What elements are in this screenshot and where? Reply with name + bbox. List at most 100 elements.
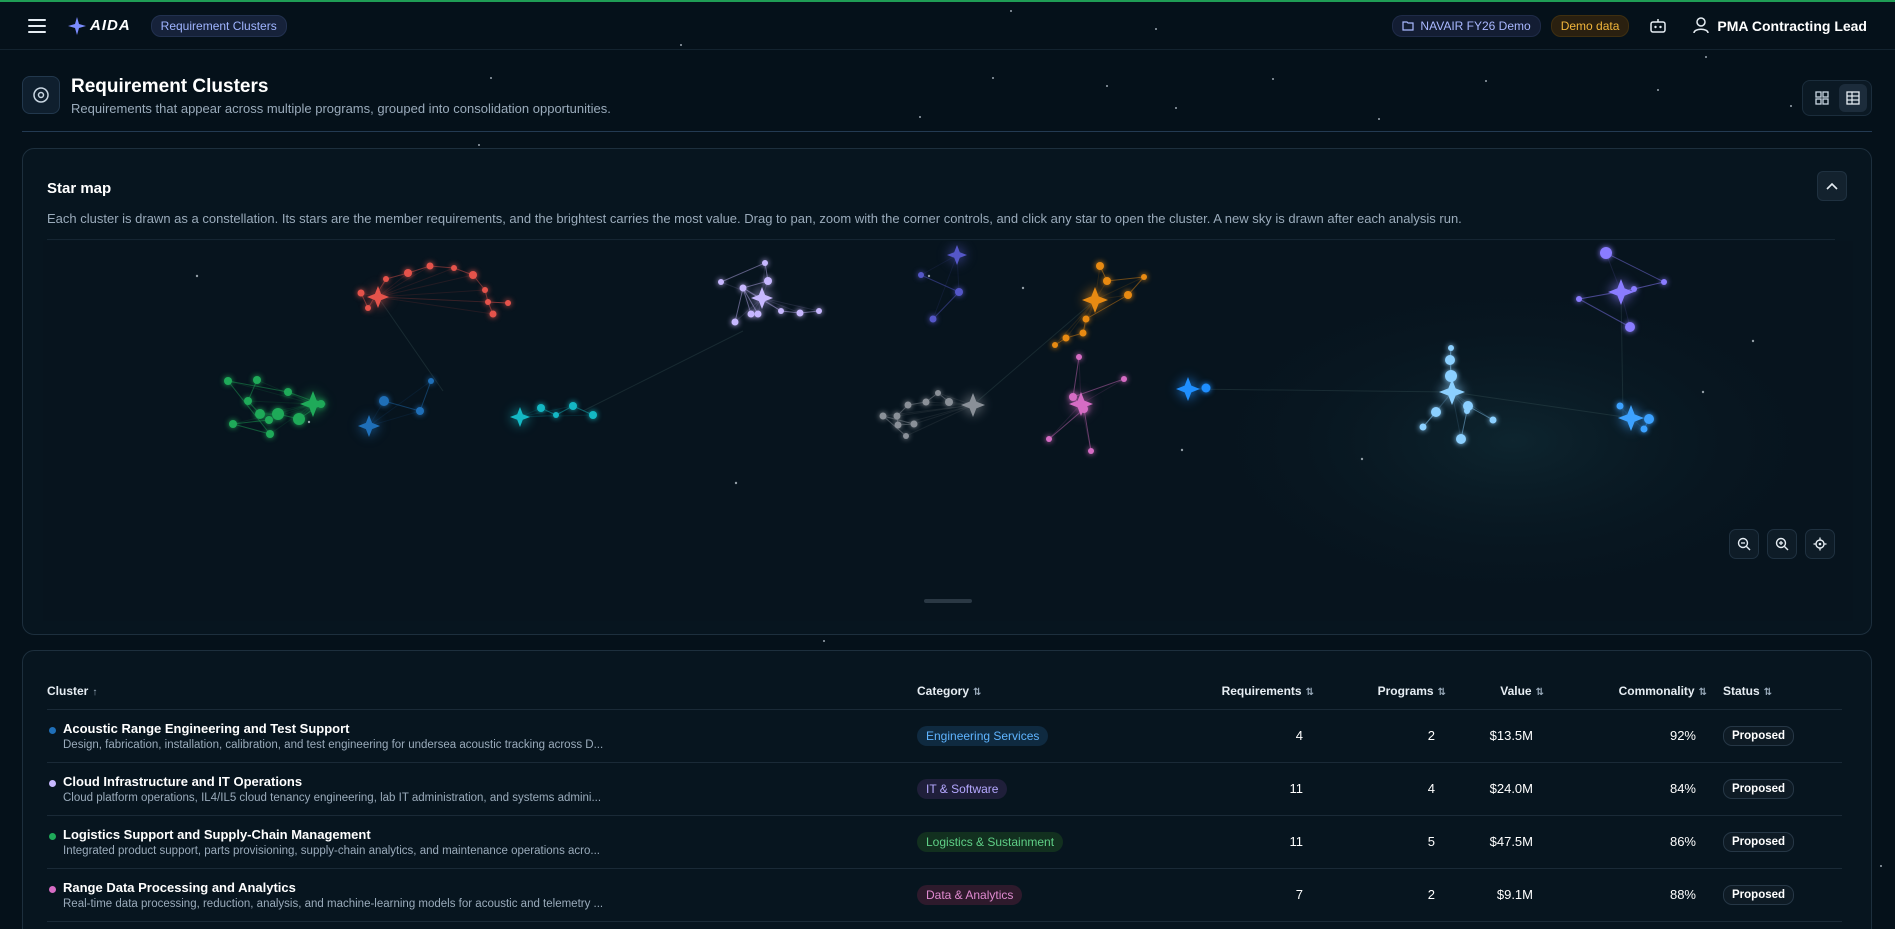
table-row[interactable]: Range Data Processing and Analytics Real… <box>47 868 1842 922</box>
cluster-name[interactable]: Cloud Infrastructure and IT Operations <box>63 773 303 789</box>
constellation-star[interactable] <box>569 402 577 410</box>
app-logo[interactable]: AIDA <box>68 16 131 35</box>
constellation-star[interactable] <box>416 407 424 415</box>
user-menu[interactable]: PMA Contracting Lead <box>1693 17 1867 34</box>
cluster-name[interactable]: Acoustic Range Engineering and Test Supp… <box>63 720 350 736</box>
constellation-star[interactable] <box>1419 423 1427 431</box>
constellation-star[interactable] <box>482 287 488 293</box>
col-header-programs[interactable]: Programs ⇅ <box>1314 673 1446 710</box>
cluster-name[interactable]: Logistics Support and Supply-Chain Manag… <box>63 826 371 842</box>
constellation-star[interactable] <box>426 262 434 270</box>
constellation-star[interactable] <box>1456 434 1466 444</box>
constellation-bright-star[interactable] <box>1608 279 1634 305</box>
constellation-star[interactable] <box>955 288 963 296</box>
constellation-star[interactable] <box>244 397 252 405</box>
constellation-bright-star[interactable] <box>1176 377 1200 401</box>
constellation-star[interactable] <box>903 433 909 439</box>
col-header-category[interactable]: Category ⇅ <box>917 673 1157 710</box>
constellation-star[interactable] <box>904 401 912 409</box>
zoom-out-button[interactable] <box>1729 529 1759 559</box>
constellation-star[interactable] <box>553 412 559 418</box>
constellation-bright-star[interactable] <box>1439 379 1465 405</box>
constellation-star[interactable] <box>365 305 371 311</box>
constellation-star[interactable] <box>739 284 747 292</box>
constellation-bright-star[interactable] <box>1069 392 1093 416</box>
table-row[interactable]: Logistics Support and Supply-Chain Manag… <box>47 815 1842 869</box>
constellation-star[interactable] <box>489 310 497 318</box>
constellation-star[interactable] <box>1082 315 1090 323</box>
constellation-star[interactable] <box>284 388 292 396</box>
constellation-star[interactable] <box>383 276 389 282</box>
recenter-button[interactable] <box>1805 529 1835 559</box>
col-header-cluster[interactable]: Cluster ↑ <box>47 673 917 710</box>
zoom-in-button[interactable] <box>1767 529 1797 559</box>
constellation-bright-star[interactable] <box>961 393 985 417</box>
constellation-star[interactable] <box>945 398 953 406</box>
constellation-star[interactable] <box>485 299 491 305</box>
constellation-star[interactable] <box>1445 355 1455 365</box>
constellation-star[interactable] <box>778 308 784 314</box>
constellation-star[interactable] <box>929 315 937 323</box>
col-header-value[interactable]: Value ⇅ <box>1446 673 1544 710</box>
constellation-star[interactable] <box>1640 425 1648 433</box>
constellation-star[interactable] <box>1600 247 1612 259</box>
constellation-star[interactable] <box>1096 262 1104 270</box>
constellation-bright-star[interactable] <box>947 245 967 265</box>
constellation-star[interactable] <box>1445 370 1457 382</box>
constellation-star[interactable] <box>293 413 305 425</box>
constellation-star[interactable] <box>265 416 273 424</box>
constellation-bright-star[interactable] <box>510 407 530 427</box>
constellation-star[interactable] <box>1062 334 1070 342</box>
constellation-star[interactable] <box>224 377 232 385</box>
constellation-star[interactable] <box>255 409 265 419</box>
constellation-star[interactable] <box>910 420 918 428</box>
constellation-star[interactable] <box>1069 393 1077 401</box>
constellation-star[interactable] <box>1464 408 1470 414</box>
constellation-star[interactable] <box>1625 322 1635 332</box>
constellation-star[interactable] <box>469 271 477 279</box>
constellation-star[interactable] <box>754 310 762 318</box>
star-map-canvas[interactable] <box>23 241 1873 621</box>
constellation-star[interactable] <box>893 412 901 420</box>
workspace-selector[interactable]: NAVAIR FY26 Demo <box>1392 14 1541 37</box>
constellation-star[interactable] <box>428 378 434 384</box>
constellation-star[interactable] <box>272 408 284 420</box>
col-header-commonality[interactable]: Commonality ⇅ <box>1544 673 1707 710</box>
constellation-star[interactable] <box>1431 407 1441 417</box>
constellation-star[interactable] <box>1124 291 1132 299</box>
constellation-star[interactable] <box>1576 296 1582 302</box>
breadcrumb[interactable]: Requirement Clusters <box>150 14 287 37</box>
constellation-star[interactable] <box>918 272 924 278</box>
constellation-star[interactable] <box>796 309 804 317</box>
table-row[interactable]: Acoustic Range Engineering and Test Supp… <box>47 709 1842 763</box>
assistant-button[interactable] <box>1645 13 1671 39</box>
constellation-star[interactable] <box>266 430 274 438</box>
constellation-bright-star[interactable] <box>1082 287 1108 313</box>
grid-view-button[interactable] <box>1808 84 1836 112</box>
constellation-star[interactable] <box>357 289 365 297</box>
col-header-requirements[interactable]: Requirements ⇅ <box>1157 673 1314 710</box>
constellation-star[interactable] <box>1103 277 1111 285</box>
constellation-star[interactable] <box>718 279 724 285</box>
constellation-star[interactable] <box>1121 376 1127 382</box>
constellation-star[interactable] <box>1088 448 1094 454</box>
constellation-star[interactable] <box>1201 383 1211 393</box>
constellation-star[interactable] <box>537 404 545 412</box>
constellation-star[interactable] <box>894 421 902 429</box>
constellation-star[interactable] <box>1489 416 1497 424</box>
table-row[interactable]: Cloud Infrastructure and IT Operations C… <box>47 762 1842 816</box>
col-header-status[interactable]: Status ⇅ <box>1707 673 1842 710</box>
menu-icon[interactable] <box>28 18 46 33</box>
constellation-star[interactable] <box>762 260 768 266</box>
constellation-star[interactable] <box>253 376 261 384</box>
constellation-star[interactable] <box>731 318 739 326</box>
constellation-star[interactable] <box>747 310 755 318</box>
constellation-bright-star[interactable] <box>367 286 389 308</box>
constellation-bright-star[interactable] <box>300 391 326 417</box>
constellation-star[interactable] <box>1616 402 1624 410</box>
constellation-star[interactable] <box>404 269 412 277</box>
collapse-button[interactable] <box>1817 171 1847 201</box>
constellation-star[interactable] <box>935 390 941 396</box>
constellation-star[interactable] <box>879 412 887 420</box>
table-view-button[interactable] <box>1838 84 1867 112</box>
